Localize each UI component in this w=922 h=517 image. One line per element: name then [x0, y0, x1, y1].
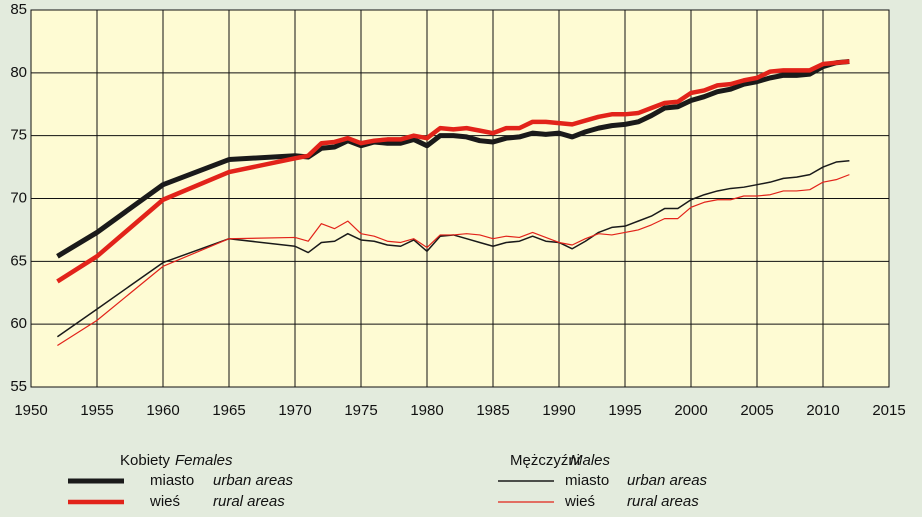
y-tick-label: 65 — [10, 252, 27, 269]
legend-title: Kobiety — [120, 452, 171, 469]
y-tick-label: 70 — [10, 189, 27, 206]
x-tick-label: 1970 — [278, 402, 311, 419]
legend-label-en: urban areas — [213, 472, 294, 489]
x-tick-label: 2010 — [806, 402, 839, 419]
y-tick-label: 75 — [10, 127, 27, 144]
x-tick-label: 1955 — [80, 402, 113, 419]
x-tick-label: 1960 — [146, 402, 179, 419]
x-tick-label: 2015 — [872, 402, 905, 419]
x-tick-label: 1950 — [14, 402, 47, 419]
y-tick-label: 80 — [10, 64, 27, 81]
x-tick-label: 1985 — [476, 402, 509, 419]
x-tick-label: 1990 — [542, 402, 575, 419]
x-tick-label: 1995 — [608, 402, 641, 419]
series-line — [57, 174, 850, 347]
legend-title: Mężczyźni — [510, 452, 580, 469]
x-tick-label: 2000 — [674, 402, 707, 419]
x-tick-label: 1965 — [212, 402, 245, 419]
legend-label-en: urban areas — [627, 472, 708, 489]
legend-title-en: Males — [570, 452, 611, 469]
x-tick-label: 1980 — [410, 402, 443, 419]
legend-title-en: Females — [175, 452, 233, 469]
y-tick-label: 60 — [10, 315, 27, 332]
legend-label: miasto — [150, 472, 194, 489]
y-tick-label: 55 — [10, 378, 27, 395]
series-line — [56, 59, 850, 259]
y-tick-label: 85 — [10, 1, 27, 18]
legend-label-en: rural areas — [213, 493, 285, 510]
legend-label: wieś — [564, 493, 595, 510]
x-tick-label: 2005 — [740, 402, 773, 419]
series-line — [56, 59, 850, 284]
legend-label: wieś — [149, 493, 180, 510]
legend-label-en: rural areas — [627, 493, 699, 510]
series-line — [56, 160, 850, 338]
x-tick-label: 1975 — [344, 402, 377, 419]
legend-label: miasto — [565, 472, 609, 489]
